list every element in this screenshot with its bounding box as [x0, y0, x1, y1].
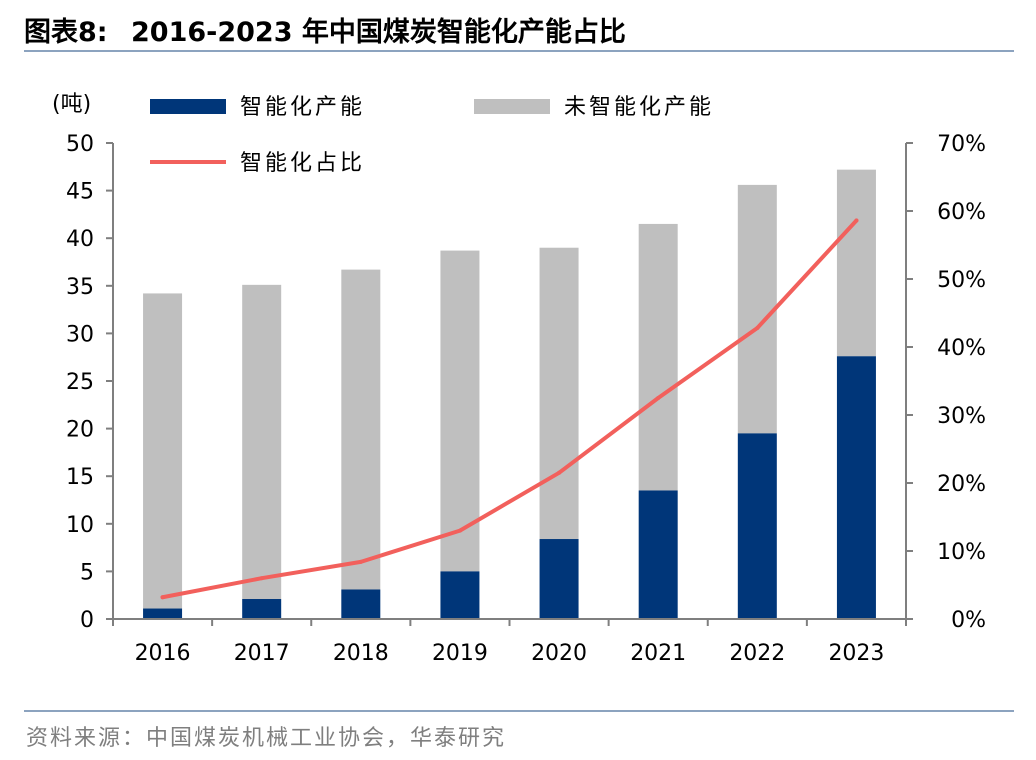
x-tick-label: 2019: [432, 641, 488, 666]
y-tick-label: 40: [66, 227, 94, 252]
x-tick-label: 2022: [729, 641, 785, 666]
bar-non-smart-2022: [737, 184, 777, 434]
bar-smart-2018: [341, 589, 381, 619]
y2-tick-label: 70%: [937, 132, 986, 157]
legend-label-ratio: 智能化占比: [240, 151, 365, 176]
legend-label-smart: 智能化产能: [240, 95, 365, 120]
bar-non-smart-2021: [638, 223, 678, 491]
y-tick-label: 0: [80, 608, 94, 633]
y2-tick-label: 30%: [937, 404, 986, 429]
bar-non-smart-2016: [143, 293, 183, 609]
y-tick-label: 5: [80, 560, 94, 585]
x-tick-label: 2018: [333, 641, 389, 666]
figure-title: 图表8: 2016-2023 年中国煤炭智能化产能占比: [24, 10, 626, 49]
bar-smart-2017: [242, 599, 282, 619]
title-rule: [24, 50, 1014, 52]
chart: 0 5 10 15 20 25 30 35 40 45 50 0% 10% 20% 30% 40% 50% 60%…: [52, 92, 986, 666]
ratio-point-2017: [259, 576, 264, 581]
bar-smart-2023: [836, 356, 876, 619]
bar-non-smart-2017: [242, 284, 282, 600]
y2-tick-label: 0%: [951, 608, 986, 633]
y-tick-label: 15: [66, 465, 94, 490]
bar-non-smart-2020: [539, 247, 579, 540]
source-rule: [24, 710, 1014, 712]
y2-tick-label: 50%: [937, 268, 986, 293]
y-tick-label: 35: [66, 275, 94, 300]
y2-tick-label: 60%: [937, 200, 986, 225]
x-tick-label: 2020: [531, 641, 587, 666]
source-note: 资料来源：中国煤炭机械工业协会，华泰研究: [26, 726, 507, 751]
ratio-point-2018: [358, 559, 363, 564]
figure-title-text: 2016-2023 年中国煤炭智能化产能占比: [131, 17, 626, 48]
y-tick-label: 45: [66, 180, 94, 205]
y-tick-label: 50: [66, 132, 94, 157]
ratio-point-2023: [854, 218, 859, 223]
legend-label-non-smart: 未智能化产能: [564, 95, 714, 120]
y2-tick-label: 20%: [937, 472, 986, 497]
bar-smart-2021: [638, 490, 678, 619]
y-tick-label: 20: [66, 418, 94, 443]
legend-swatch-non-smart: [474, 99, 550, 114]
x-tick-label: 2021: [630, 641, 686, 666]
y2-tick-label: 40%: [937, 336, 986, 361]
x-tick-label: 2023: [828, 641, 884, 666]
ratio-point-2022: [755, 325, 760, 330]
y-axis-label: (吨): [52, 92, 91, 117]
bar-smart-2019: [440, 571, 480, 619]
y-tick-label: 25: [66, 370, 94, 395]
y-tick-label: 10: [66, 513, 94, 538]
ratio-point-2020: [557, 470, 562, 475]
bar-smart-2022: [737, 433, 777, 619]
ratio-point-2019: [457, 528, 462, 533]
y-tick-label: 30: [66, 322, 94, 347]
legend-swatch-smart: [150, 99, 226, 114]
ratio-line: [160, 218, 859, 600]
x-tick-label: 2016: [135, 641, 191, 666]
y2-tick-label: 10%: [937, 540, 986, 565]
bar-smart-2020: [539, 539, 579, 619]
bar-non-smart-2023: [836, 169, 876, 357]
bar-non-smart-2018: [341, 269, 381, 590]
figure-label: 图表8:: [24, 17, 108, 48]
ratio-point-2021: [656, 396, 661, 400]
bar-non-smart-2019: [440, 250, 480, 572]
bar-smart-2016: [143, 608, 183, 619]
ratio-point-2016: [160, 595, 165, 600]
x-tick-label: 2017: [234, 641, 290, 666]
